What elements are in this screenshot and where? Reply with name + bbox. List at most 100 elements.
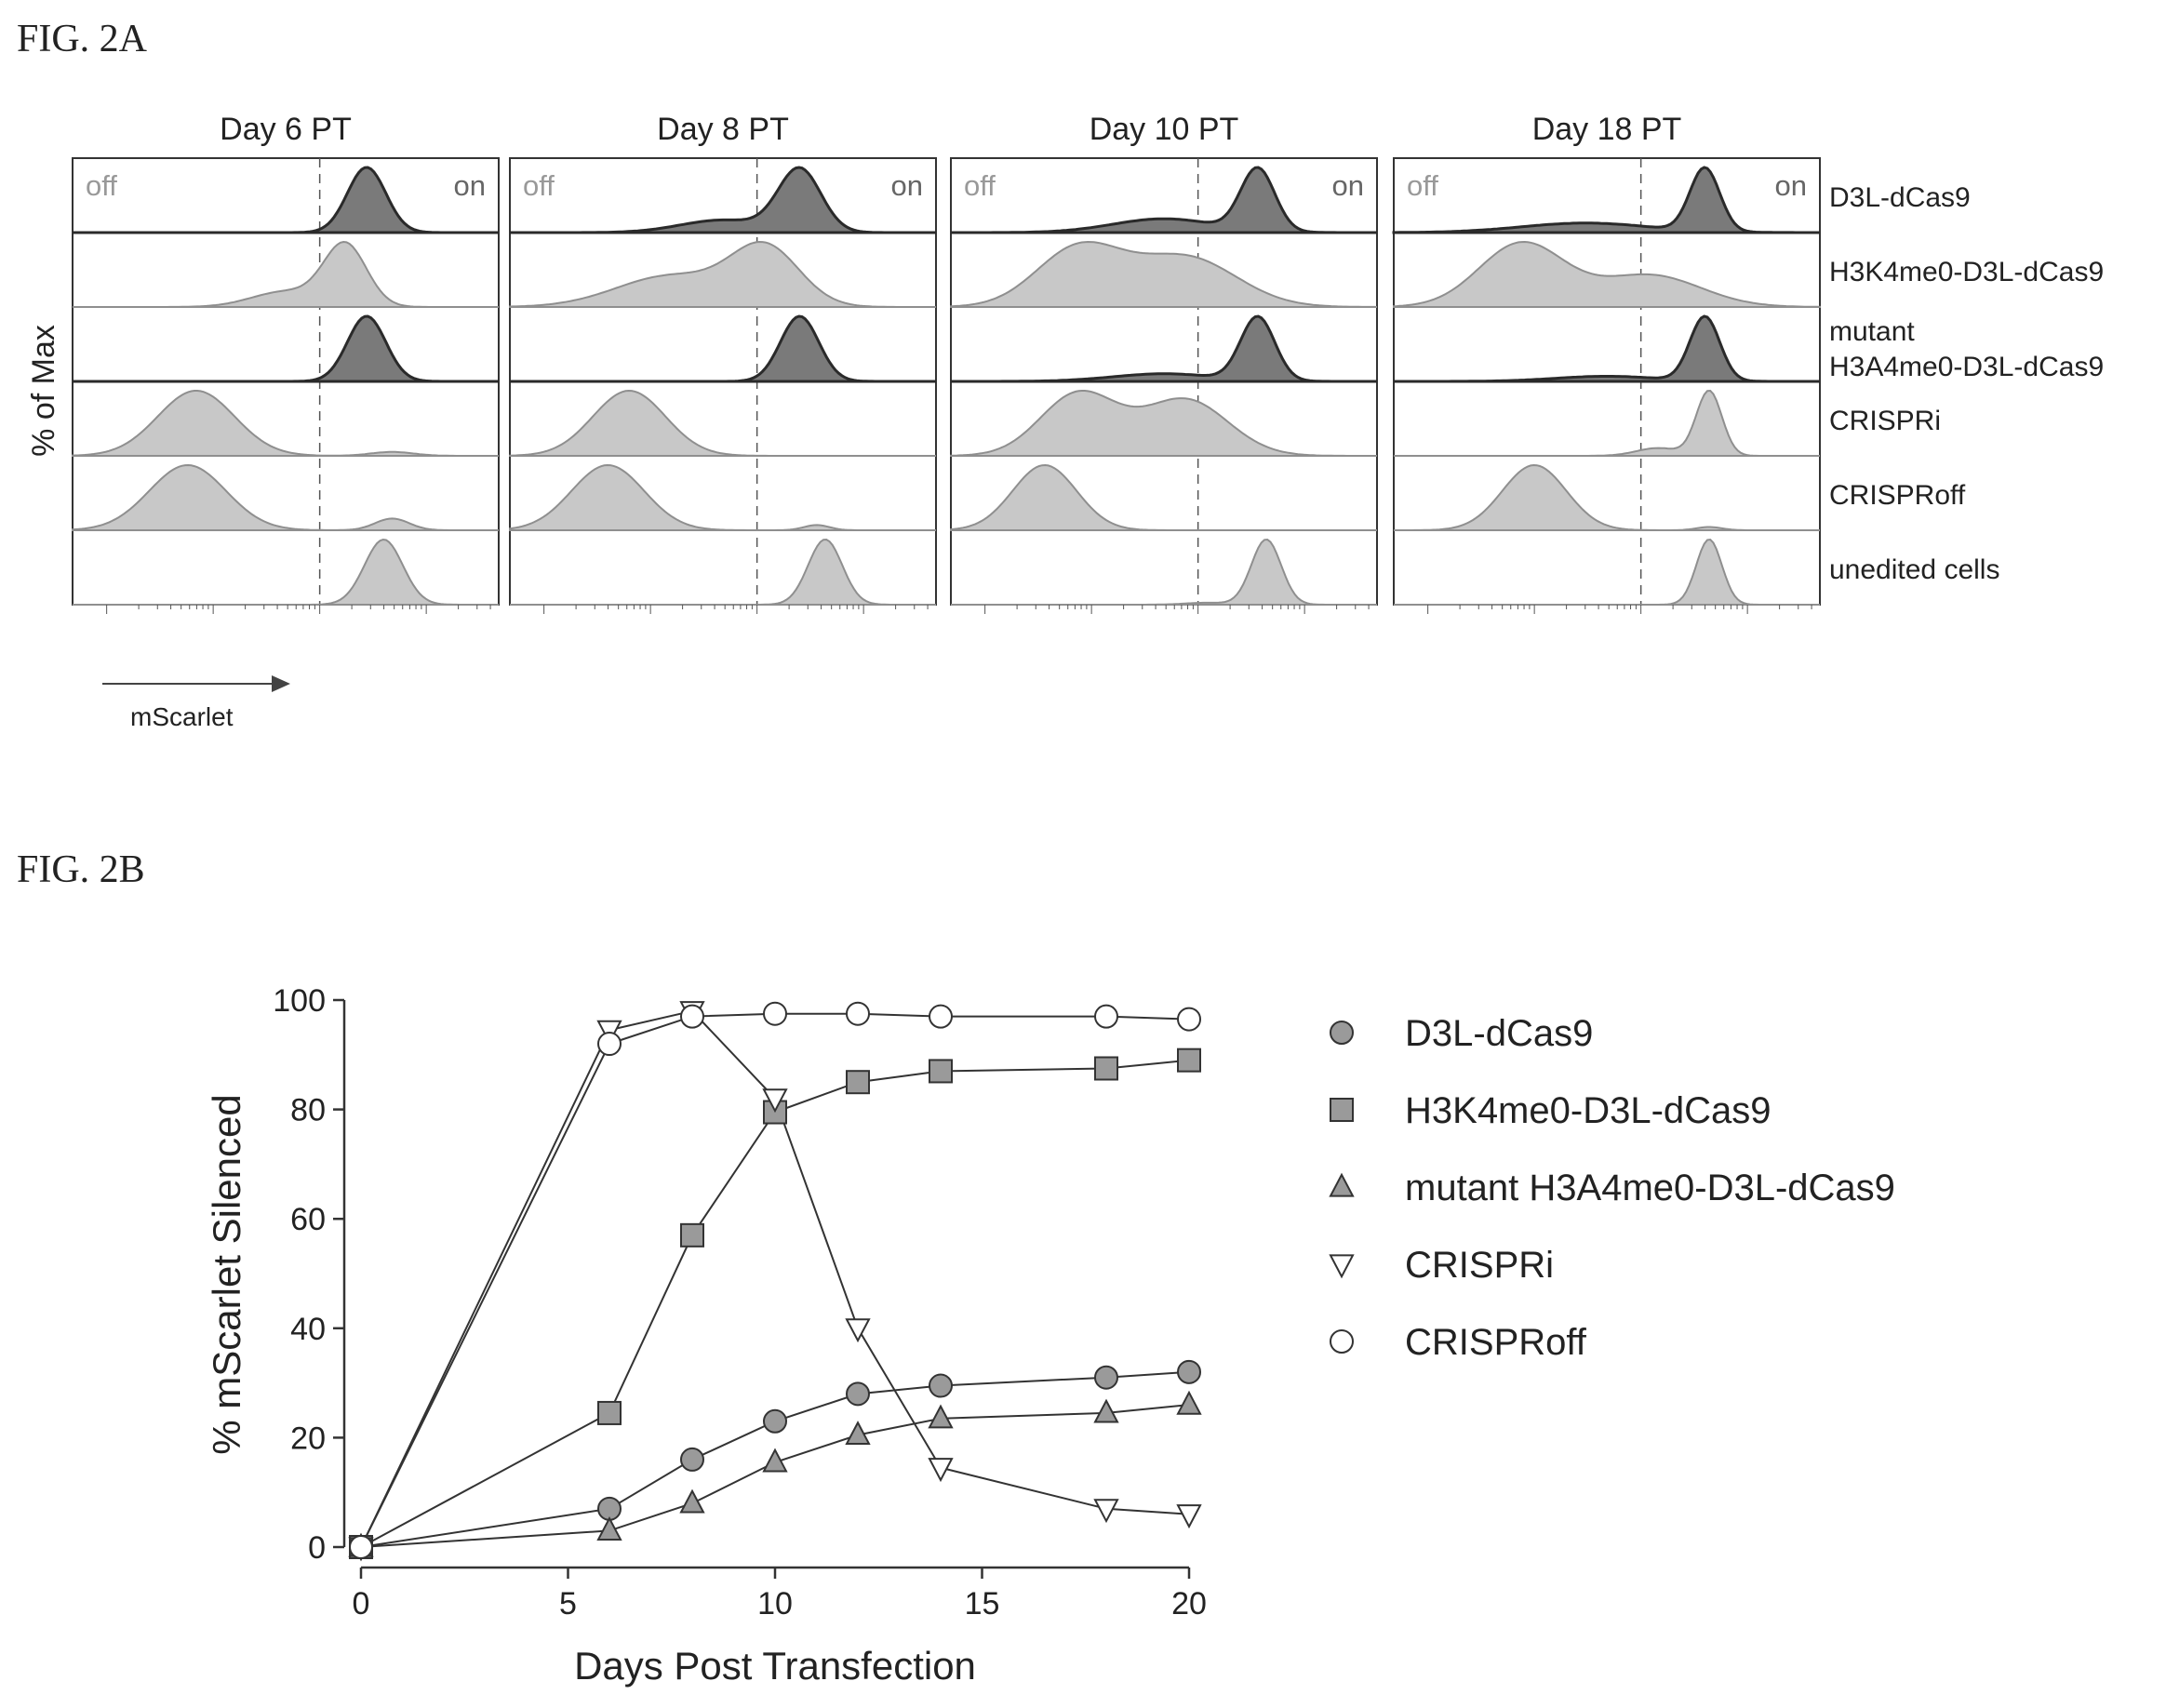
histogram-h3k4me0-d3l-dcas9 <box>950 240 1378 308</box>
column-title: Day 8 PT <box>657 112 789 147</box>
row-label: mutant <box>1829 316 1915 347</box>
histogram-d3l-dcas9 <box>951 166 1377 234</box>
y-tick-label: 60 <box>290 1202 326 1237</box>
x-tick-label: 15 <box>965 1586 1000 1621</box>
histogram-crisproff <box>72 463 499 531</box>
legend-marker-h3k4me0-d3l-dcas9 <box>1330 1098 1354 1122</box>
fig-2a-histogram-grid: Day 6 PT off on Day 8 PT off on Day 10 PT off on… <box>26 112 2104 731</box>
histogram-mutant <box>73 314 499 383</box>
gate-on-label: on <box>1775 169 1807 202</box>
y-axis-label: % mScarlet Silenced <box>205 1094 248 1455</box>
x-tick-label: 20 <box>1171 1586 1207 1621</box>
point-crisproff <box>929 1004 953 1029</box>
x-axis-label: Days Post Transfection <box>574 1644 976 1688</box>
y-tick-label: 40 <box>290 1312 326 1347</box>
histogram-crispri <box>72 390 499 457</box>
point-d3l-dcas9 <box>1094 1365 1118 1390</box>
histogram-crisproff <box>509 463 936 531</box>
point-h3k4me0-d3l-dcas9 <box>1094 1056 1118 1081</box>
fig-2a-label: FIG. 2A <box>17 18 148 60</box>
point-crispri <box>1176 1504 1202 1529</box>
histogram-mutant <box>951 314 1377 383</box>
series-line-crisproff <box>360 1012 1190 1548</box>
row-label: H3A4me0-D3L-dCas9 <box>1829 352 2104 382</box>
legend-marker-crisproff <box>1330 1329 1354 1354</box>
point-h3k4me0-d3l-dcas9 <box>1177 1047 1201 1073</box>
histogram-h3k4me0-d3l-dcas9 <box>509 240 936 308</box>
legend-label: CRISPRi <box>1405 1245 1554 1286</box>
x-tick-label: 10 <box>757 1586 793 1621</box>
point-crisproff <box>1094 1004 1118 1029</box>
point-mutant-h3a4me0-d3l-dcas9 <box>928 1404 954 1429</box>
row-label: CRISPRoff <box>1829 480 1966 511</box>
histogram-crispri <box>509 389 936 457</box>
histogram-d3l-dcas9 <box>510 166 936 234</box>
y-tick-label: 20 <box>290 1421 326 1456</box>
gate-off-label: off <box>86 169 117 202</box>
point-crisproff <box>349 1535 373 1559</box>
legend-marker-d3l-dcas9 <box>1330 1021 1354 1045</box>
gate-off-label: off <box>523 169 555 202</box>
y-tick-label: 80 <box>290 1093 326 1128</box>
legend-label: CRISPRoff <box>1405 1322 1587 1363</box>
row-label: D3L-dCas9 <box>1829 182 1971 213</box>
y-tick-label: 0 <box>308 1530 326 1566</box>
point-d3l-dcas9 <box>929 1373 953 1398</box>
point-d3l-dcas9 <box>763 1408 787 1434</box>
histogram-unedited-cells <box>510 538 936 606</box>
histogram-d3l-dcas9 <box>1392 166 1820 234</box>
y-tick-label: 100 <box>273 983 326 1019</box>
histogram-crispri <box>950 390 1377 457</box>
legend-label: D3L-dCas9 <box>1405 1013 1593 1054</box>
gate-on-label: on <box>891 169 923 202</box>
series-line-d3l-dcas9 <box>360 1370 1190 1548</box>
point-crisproff <box>597 1032 622 1057</box>
histogram-crisproff <box>1394 463 1820 531</box>
row-label: CRISPRi <box>1829 406 1941 436</box>
series-line-mutant-h3a4me0-d3l-dcas9 <box>360 1404 1190 1548</box>
x-tick-label: 5 <box>559 1586 577 1621</box>
arrow-head-icon <box>272 675 290 692</box>
histogram-d3l-dcas9 <box>73 166 499 234</box>
histogram-mutant <box>1394 314 1820 383</box>
point-crispri <box>1093 1499 1119 1524</box>
histogram-crispri <box>1394 389 1820 457</box>
gate-off-label: off <box>1407 169 1438 202</box>
column-title: Day 10 PT <box>1090 112 1239 147</box>
point-h3k4me0-d3l-dcas9 <box>680 1222 704 1248</box>
point-d3l-dcas9 <box>1177 1359 1201 1384</box>
legend-marker-crispri <box>1329 1254 1355 1279</box>
point-mutant-h3a4me0-d3l-dcas9 <box>1176 1390 1202 1415</box>
histogram-unedited-cells <box>951 538 1377 606</box>
series-line-h3k4me0-d3l-dcas9 <box>360 1059 1190 1548</box>
point-mutant-h3a4me0-d3l-dcas9 <box>596 1516 622 1541</box>
row-label: unedited cells <box>1829 554 1999 585</box>
fig-2b-label: FIG. 2B <box>17 848 145 891</box>
x-axis-label: mScarlet <box>130 702 234 731</box>
legend-label: H3K4me0-D3L-dCas9 <box>1405 1090 1772 1131</box>
histogram-crisproff <box>950 463 1377 531</box>
point-crisproff <box>1177 1007 1201 1032</box>
point-d3l-dcas9 <box>846 1381 870 1407</box>
histogram-h3k4me0-d3l-dcas9 <box>1393 240 1821 308</box>
point-h3k4me0-d3l-dcas9 <box>929 1059 953 1084</box>
legend-label: mutant H3A4me0-D3L-dCas9 <box>1405 1168 1895 1208</box>
y-axis-label: % of Max <box>26 325 61 457</box>
point-mutant-h3a4me0-d3l-dcas9 <box>762 1448 788 1473</box>
histogram-unedited-cells <box>1394 538 1820 606</box>
point-h3k4me0-d3l-dcas9 <box>597 1400 622 1425</box>
gate-off-label: off <box>964 169 996 202</box>
point-crisproff <box>763 1001 787 1026</box>
point-crisproff <box>680 1004 704 1029</box>
fig-2b-line-chart: 0 20 40 60 80 100 0 5 10 15 20 Days Post Transfecti… <box>205 983 1895 1688</box>
histogram-h3k4me0-d3l-dcas9 <box>73 240 499 308</box>
row-label: H3K4me0-D3L-dCas9 <box>1829 257 2104 287</box>
point-mutant-h3a4me0-d3l-dcas9 <box>1093 1398 1119 1423</box>
histogram-mutant <box>510 314 936 383</box>
x-tick-label: 0 <box>353 1586 370 1621</box>
point-crisproff <box>846 1001 870 1026</box>
histogram-unedited-cells <box>73 538 499 606</box>
gate-on-label: on <box>454 169 486 202</box>
gate-on-label: on <box>1332 169 1364 202</box>
